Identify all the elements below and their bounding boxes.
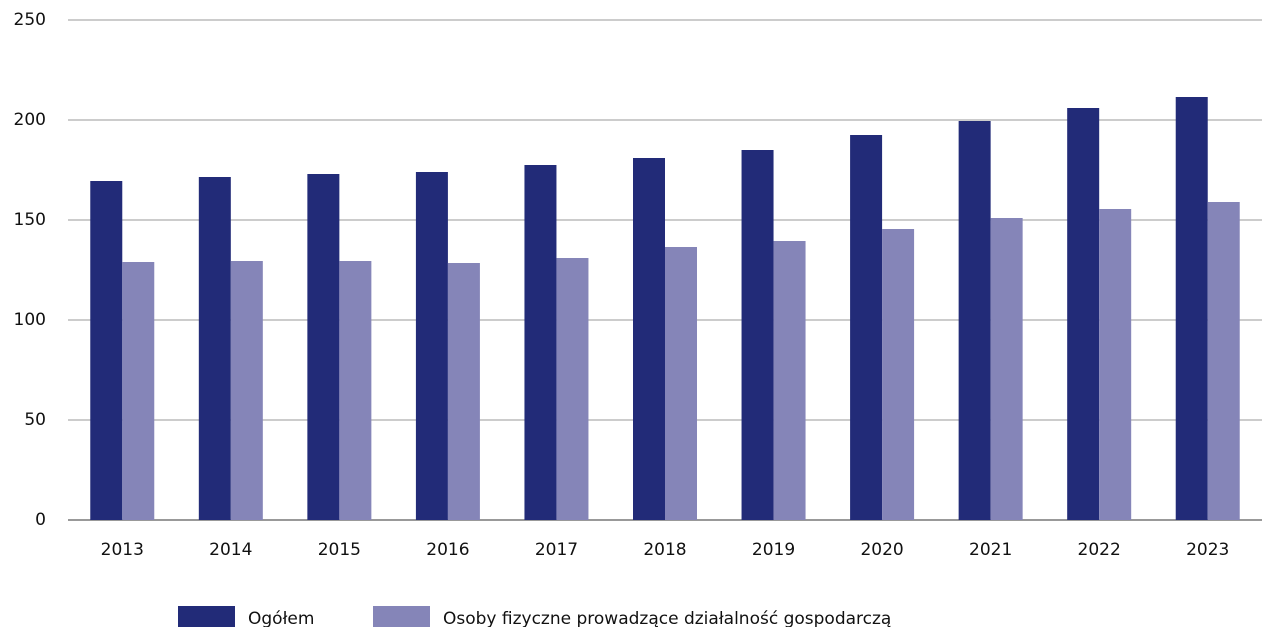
legend-label: Osoby fizyczne prowadzące działalność go… [443, 609, 891, 627]
bar [633, 158, 665, 520]
x-tick-label: 2020 [860, 540, 903, 560]
bar [415, 172, 448, 520]
bar [556, 258, 589, 520]
x-tick-label: 2022 [1078, 540, 1121, 560]
x-tick-label: 2016 [426, 540, 469, 560]
legend-label: Ogółem [248, 609, 314, 627]
bar [90, 181, 123, 520]
bar [307, 174, 340, 520]
x-tick-label: 2018 [643, 540, 686, 560]
bar [773, 241, 806, 520]
bar [122, 262, 155, 520]
bar [850, 135, 883, 520]
y-tick-label: 200 [14, 110, 46, 130]
legend-swatch [178, 606, 235, 627]
x-tick-label: 2014 [209, 540, 252, 560]
x-tick-label: 2021 [969, 540, 1012, 560]
bar [230, 261, 263, 520]
bar [447, 263, 480, 520]
y-tick-label: 50 [24, 410, 46, 430]
bar [882, 229, 915, 520]
x-tick-label: 2023 [1186, 540, 1229, 560]
bar [741, 150, 774, 520]
bar [958, 121, 991, 520]
y-tick-label: 0 [35, 510, 46, 530]
x-tick-label: 2019 [752, 540, 795, 560]
bar [339, 261, 372, 520]
x-tick-label: 2015 [318, 540, 361, 560]
y-tick-label: 150 [14, 210, 46, 230]
y-tick-label: 250 [14, 10, 46, 30]
bar [198, 177, 231, 520]
legend-swatch [373, 606, 430, 627]
bar [990, 218, 1023, 520]
bar [524, 165, 557, 520]
x-tick-label: 2017 [535, 540, 578, 560]
bar [1067, 108, 1100, 520]
bar [1175, 97, 1208, 520]
bar [665, 247, 697, 520]
y-tick-label: 100 [14, 310, 46, 330]
bar [1099, 209, 1132, 520]
x-tick-label: 2013 [101, 540, 144, 560]
bar [1207, 202, 1240, 520]
